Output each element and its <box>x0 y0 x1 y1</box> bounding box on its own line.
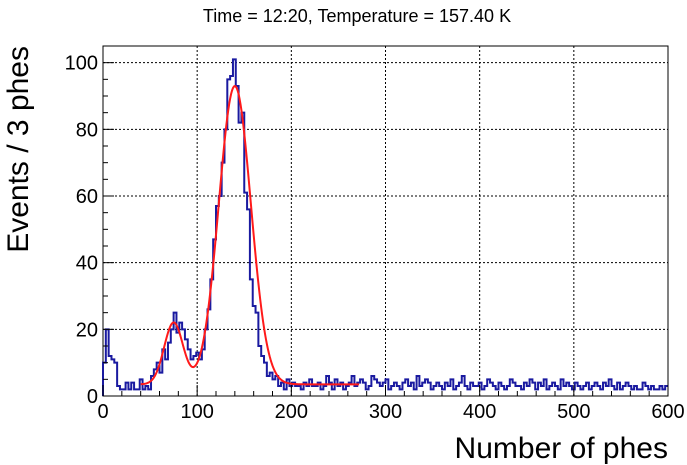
x-tick-label: 0 <box>97 401 108 423</box>
chart-title: Time = 12:20, Temperature = 157.40 K <box>203 6 511 26</box>
y-axis-label: Events / 3 phes <box>2 46 35 253</box>
x-tick-label: 500 <box>557 401 590 423</box>
y-tick-label: 40 <box>76 253 98 275</box>
x-axis-label: Number of phes <box>455 432 668 465</box>
y-tick-label: 0 <box>87 386 98 408</box>
histogram-series <box>102 58 668 396</box>
y-tick-label: 80 <box>76 119 98 141</box>
x-tick-label: 600 <box>651 401 684 423</box>
axis-ticks <box>102 45 669 397</box>
x-tick-label: 200 <box>275 401 308 423</box>
x-tick-label: 100 <box>180 401 213 423</box>
axis-tick-labels: 0 100 200 300 400 500 600 0 20 40 60 80 100 <box>65 53 685 423</box>
y-tick-label: 20 <box>76 319 98 341</box>
x-tick-label: 300 <box>369 401 402 423</box>
y-tick-label: 60 <box>76 186 98 208</box>
x-tick-label: 400 <box>463 401 496 423</box>
y-tick-label: 100 <box>65 53 98 75</box>
fit-curve <box>140 84 360 386</box>
